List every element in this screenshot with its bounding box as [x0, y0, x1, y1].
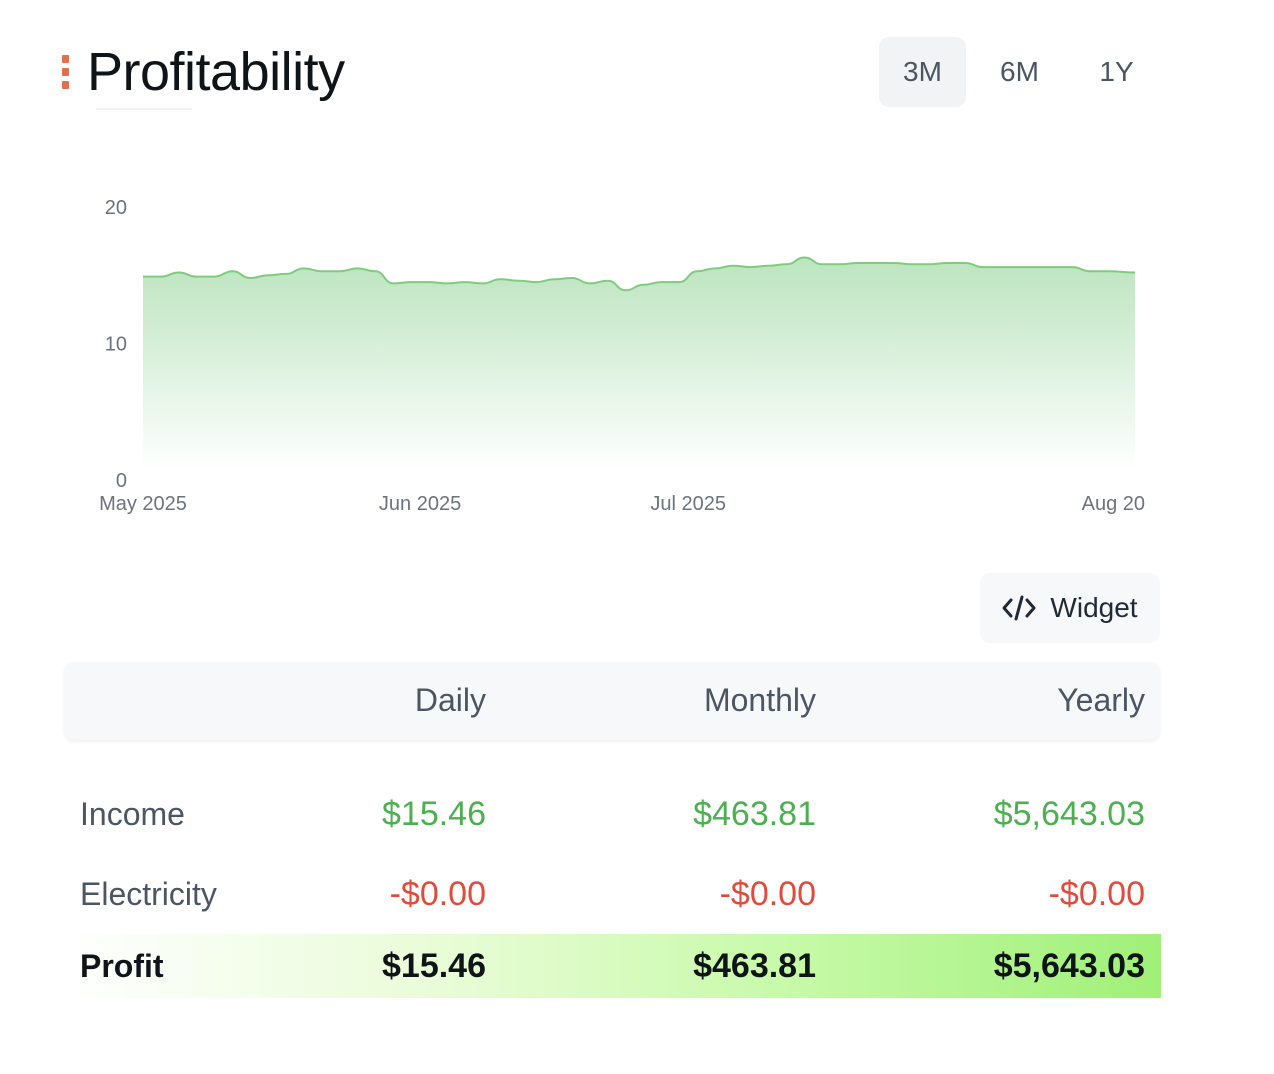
x-tick-label: Jun 2025 [379, 493, 461, 515]
income-monthly-value: $463.81 [693, 795, 816, 833]
row-label: Electricity [80, 876, 217, 912]
electricity-monthly-value: -$0.00 [719, 875, 816, 913]
profit-row-highlight [64, 934, 1161, 998]
title-block: Profitability [62, 40, 345, 104]
column-header-yearly: Yearly [1057, 682, 1145, 718]
row-label: Income [80, 796, 185, 832]
electricity-daily-value: -$0.00 [389, 875, 486, 913]
range-tab-3m[interactable]: 3M [879, 37, 966, 107]
column-header-monthly: Monthly [703, 682, 816, 718]
income-daily-value: $15.46 [382, 795, 486, 833]
column-header-daily: Daily [414, 682, 486, 718]
x-tick-label: Aug 20 [1082, 493, 1145, 515]
range-tabs: 3M 6M 1Y [879, 37, 1160, 107]
chart-series-line [142, 256, 1136, 292]
profit-monthly-value: $463.81 [693, 947, 816, 985]
profit-yearly-value: $5,643.03 [993, 947, 1145, 985]
x-tick-label: May 2025 [99, 493, 187, 515]
x-tick-label: Jul 2025 [650, 493, 726, 515]
income-yearly-value: $5,643.03 [993, 795, 1145, 833]
y-tick-label: 0 [116, 470, 127, 492]
title-underline [96, 108, 192, 110]
table-header: Daily Monthly Yearly [64, 662, 1160, 740]
drag-handle-icon [62, 55, 69, 89]
y-tick-label: 20 [105, 197, 127, 219]
electricity-yearly-value: -$0.00 [1048, 875, 1145, 913]
range-tab-1y[interactable]: 1Y [1099, 56, 1134, 87]
row-label: Profit [80, 948, 164, 984]
page-title: Profitability [87, 42, 345, 102]
range-tab-6m[interactable]: 6M [1000, 56, 1039, 87]
code-icon [1002, 595, 1036, 621]
profit-daily-value: $15.46 [382, 947, 486, 985]
profitability-chart: 0 10 20 May 2025 Jun 2025 Jul 2025 Aug 20 [99, 197, 1145, 515]
widget-button[interactable]: Widget [980, 573, 1160, 643]
chart-area-fill [143, 257, 1135, 470]
y-tick-label: 10 [105, 334, 127, 356]
widget-button-label: Widget [1050, 592, 1138, 623]
